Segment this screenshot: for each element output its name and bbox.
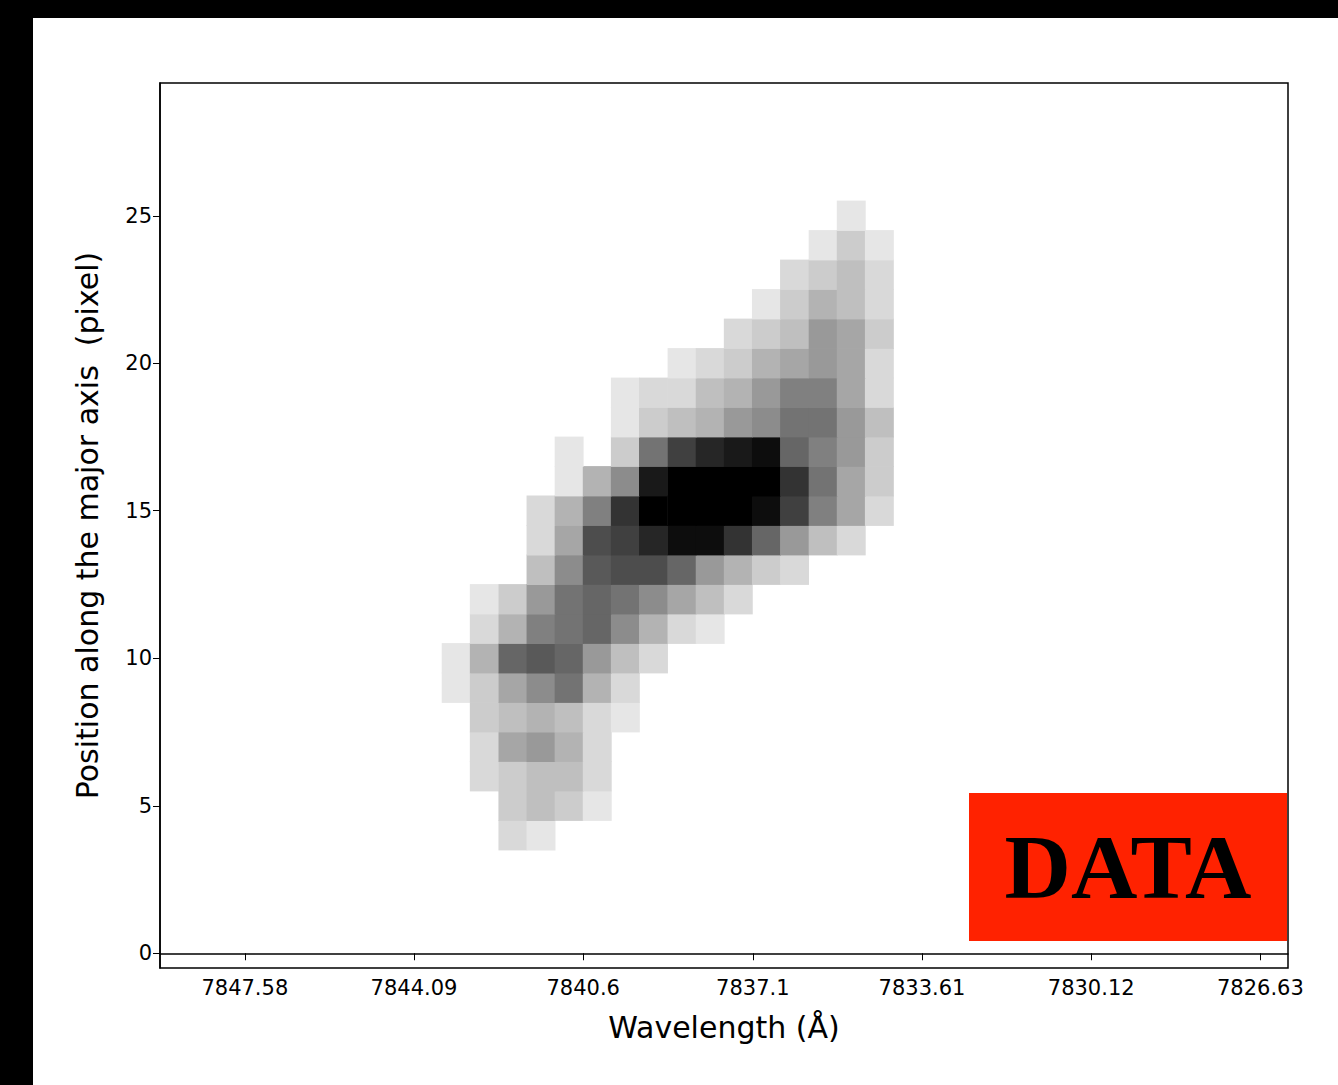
svg-text:15: 15	[125, 499, 152, 523]
svg-text:7826.63: 7826.63	[1217, 976, 1304, 1000]
svg-text:0: 0	[139, 941, 152, 965]
svg-text:7844.09: 7844.09	[371, 976, 458, 1000]
svg-text:7847.58: 7847.58	[201, 976, 288, 1000]
svg-text:Position along the major axis: Position along the major axis (pixel)	[70, 252, 105, 800]
svg-text:7840.6: 7840.6	[546, 976, 619, 1000]
svg-text:DATA: DATA	[1004, 816, 1251, 918]
svg-text:20: 20	[125, 351, 152, 375]
svg-text:7830.12: 7830.12	[1048, 976, 1135, 1000]
svg-text:7837.1: 7837.1	[716, 976, 789, 1000]
svg-text:7833.61: 7833.61	[879, 976, 966, 1000]
svg-text:5: 5	[139, 794, 152, 818]
svg-text:25: 25	[125, 204, 152, 228]
svg-text:10: 10	[125, 646, 152, 670]
svg-text:Wavelength (Å): Wavelength (Å)	[608, 1010, 839, 1045]
